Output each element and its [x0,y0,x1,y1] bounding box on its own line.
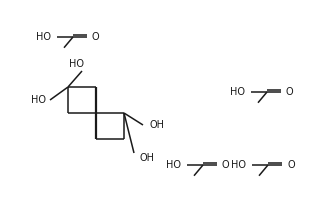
Text: O: O [286,87,294,97]
Text: HO: HO [69,59,84,69]
Text: O: O [287,160,295,170]
Text: HO: HO [36,32,51,42]
Text: O: O [222,160,230,170]
Text: HO: HO [166,160,181,170]
Text: HO: HO [230,87,245,97]
Text: O: O [92,32,100,42]
Text: OH: OH [140,153,155,163]
Text: HO: HO [31,95,46,105]
Text: OH: OH [149,120,164,130]
Text: HO: HO [231,160,246,170]
